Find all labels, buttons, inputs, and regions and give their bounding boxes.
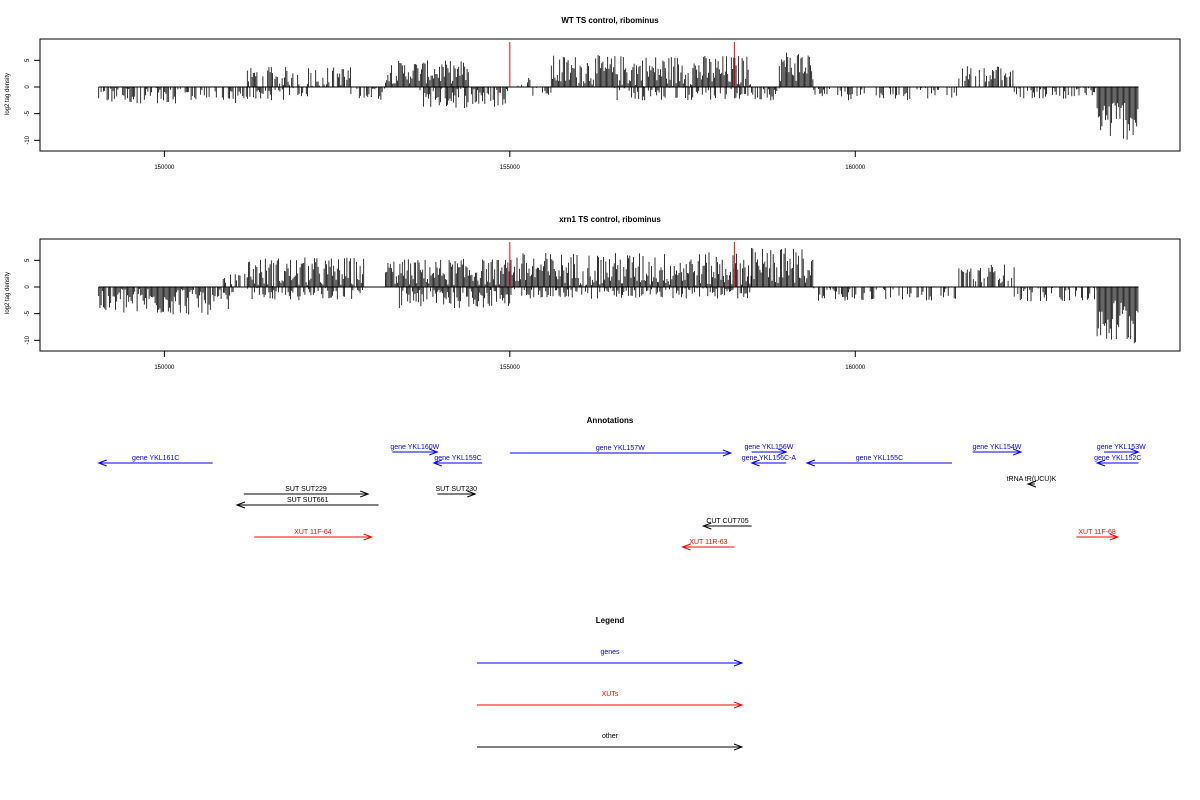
y-tick-label: -10 <box>25 135 31 144</box>
y-tick-label: 0 <box>25 85 31 89</box>
legend-arrow <box>477 701 744 709</box>
legend: Legend genes XUTs other <box>477 616 744 751</box>
feature-label: gene YKL161C <box>132 455 179 462</box>
signal-bars <box>98 242 1139 344</box>
plot-frame <box>39 38 1181 152</box>
feature-label: XUT 11F-68 <box>1078 529 1116 536</box>
feature-arrow <box>254 533 374 541</box>
x-tick-label: 155000 <box>500 165 521 171</box>
feature-arrow <box>805 459 952 467</box>
x-tick-label: 160000 <box>845 165 866 171</box>
feature-label: gene YKL152C <box>1094 455 1141 462</box>
y-tick-label: -5 <box>25 310 31 316</box>
panel-title: xrn1 TS control, ribominus <box>559 215 661 224</box>
axes: 5 0 -5 -10 150000 155000 160000 <box>25 58 866 171</box>
legend-items: genes XUTs other <box>477 649 744 751</box>
plot-frame <box>39 238 1181 352</box>
y-tick-label: -10 <box>25 335 31 344</box>
y-axis-label: log2 tag density <box>5 73 11 115</box>
signal-bars <box>98 42 1139 140</box>
feature-arrow <box>235 501 379 509</box>
feature-label: SUT SUT229 <box>285 486 327 493</box>
feature-arrow <box>243 490 370 498</box>
feature-arrow <box>701 522 752 530</box>
feature-arrow <box>432 459 483 467</box>
legend-title: Legend <box>596 616 625 625</box>
xrn1-signal-panel: xrn1 TS control, ribominus log2 tag dens… <box>5 215 1181 371</box>
wt-signal-panel: WT TS control, ribominus log2 tag densit… <box>5 16 1181 171</box>
feature-label: gene YKL156W <box>744 444 793 451</box>
x-tick-label: 160000 <box>845 365 866 371</box>
axes: 5 0 -5 -10 150000 155000 160000 <box>25 258 866 371</box>
feature-label: gene YKL160W <box>390 444 439 451</box>
x-tick-label: 150000 <box>154 365 175 371</box>
feature-label: gene YKL157W <box>596 445 645 452</box>
feature-label: CUT CUT705 <box>706 518 748 525</box>
legend-label: XUTs <box>602 691 619 698</box>
feature-arrow <box>97 459 213 467</box>
annotations-title: Annotations <box>587 416 634 425</box>
feature-label: gene YKL153W <box>1097 444 1146 451</box>
feature-arrow <box>681 543 735 551</box>
x-tick-label: 150000 <box>154 165 175 171</box>
y-tick-label: 5 <box>25 58 31 62</box>
feature-arrow <box>1104 448 1140 456</box>
feature-arrow <box>437 490 477 498</box>
y-tick-label: 0 <box>25 285 31 289</box>
feature-arrows: gene YKL161C gene YKL160W gene YKL159C gene… <box>97 444 1146 551</box>
legend-arrow <box>477 743 744 751</box>
feature-arrow <box>392 448 439 456</box>
y-tick-label: -5 <box>25 110 31 116</box>
x-tick-label: 155000 <box>500 365 521 371</box>
feature-arrow <box>1076 533 1120 541</box>
feature-label: gene YKL154W <box>972 444 1021 451</box>
feature-arrow <box>1026 480 1037 488</box>
feature-label: XUT 11F-64 <box>294 529 332 536</box>
feature-label: tRNA tR(UCU)K <box>1007 476 1057 483</box>
y-tick-label: 5 <box>25 258 31 262</box>
legend-arrow <box>477 659 744 667</box>
feature-arrow <box>751 448 788 456</box>
feature-label: gene YKL159C <box>434 455 481 462</box>
feature-arrow <box>509 449 733 457</box>
legend-label: genes <box>600 649 620 656</box>
feature-label: SUT SUT661 <box>287 497 329 504</box>
feature-label: XUT 11R-63 <box>689 539 727 546</box>
feature-label: SUT SUT230 <box>436 486 478 493</box>
feature-label: gene YKL155C <box>856 455 903 462</box>
feature-arrow <box>1095 459 1139 467</box>
y-axis-label: log2 tag density <box>5 272 11 314</box>
feature-arrow <box>972 448 1023 456</box>
legend-label: other <box>602 733 619 740</box>
feature-label: gene YKL156C-A <box>742 455 797 462</box>
panel-title: WT TS control, ribominus <box>561 16 659 25</box>
feature-arrow <box>750 459 787 467</box>
